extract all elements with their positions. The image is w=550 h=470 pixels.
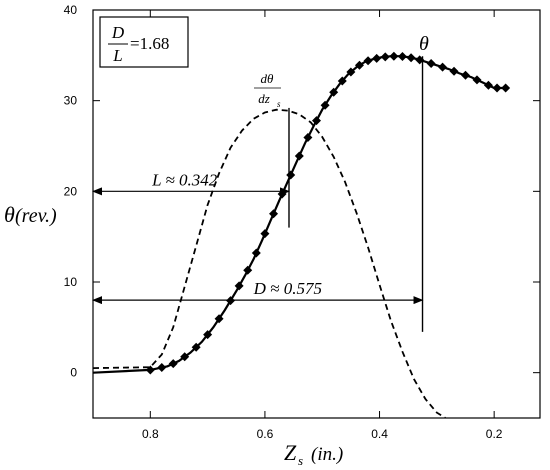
theta-marker — [329, 87, 339, 97]
theta-marker — [312, 116, 321, 126]
deriv-label-bottom: dz — [258, 91, 270, 106]
theta-marker — [157, 363, 167, 373]
plot-frame — [92, 9, 541, 419]
y-axis-symbol: θ — [4, 202, 15, 227]
theta-marker — [492, 83, 502, 93]
theta-marker — [501, 83, 511, 93]
ratio-value: =1.68 — [130, 34, 169, 53]
y-tick-label: 40 — [64, 3, 78, 17]
theta-marker — [337, 76, 347, 86]
ratio-box: D L =1.68 — [99, 16, 189, 68]
y-tick-label: 30 — [64, 94, 78, 108]
theta-marker — [372, 53, 382, 63]
theta-marker — [438, 62, 448, 72]
ratio-numerator: D — [111, 23, 125, 42]
theta-marker — [269, 209, 279, 219]
theta-marker — [145, 365, 155, 375]
theta-marker — [320, 100, 330, 110]
theta-marker — [380, 52, 390, 62]
x-axis-subscript: s — [298, 453, 303, 468]
y-axis-label: θ (rev.) — [4, 202, 57, 227]
series-line-derivative — [93, 108, 446, 418]
theta-marker — [346, 67, 356, 77]
x-tick-label: 0.4 — [371, 427, 388, 441]
plot-area: 0.8 0.6 0.4 0.2 0 10 20 30 40 L ≈ 0.342 D ≈ 0.57… — [64, 3, 541, 441]
theta-marker — [389, 51, 399, 61]
theta-marker — [472, 75, 482, 85]
series-layer — [92, 51, 511, 418]
ratio-denominator: L — [112, 46, 122, 65]
series-line-theta — [92, 55, 506, 374]
x-tick-label: 0.6 — [257, 427, 274, 441]
deriv-label-subscript: s — [277, 99, 281, 109]
theta-marker — [406, 53, 416, 63]
theta-marker — [294, 151, 304, 161]
theta-marker — [426, 58, 436, 68]
deriv-label: dθ dz s — [254, 71, 281, 109]
theta-marker — [260, 229, 270, 239]
theta-marker — [168, 359, 178, 369]
theta-marker — [483, 80, 493, 90]
theta-marker — [363, 56, 373, 66]
deriv-label-top: dθ — [261, 71, 275, 86]
theta-marker — [243, 265, 253, 275]
x-axis-label: Z s (in.) — [284, 440, 343, 468]
annotation-layer: L ≈ 0.342 D ≈ 0.575 — [92, 56, 424, 332]
x-axis-symbol: Z — [284, 440, 297, 465]
y-axis-ticks: 0 10 20 30 40 — [64, 3, 540, 380]
x-axis-unit: (in.) — [311, 444, 343, 465]
L-dimension-label: L ≈ 0.342 — [151, 170, 218, 189]
y-tick-label: 0 — [70, 366, 77, 380]
theta-marker — [303, 133, 313, 143]
D-dimension-label: D ≈ 0.575 — [253, 279, 322, 298]
theta-marker — [461, 70, 470, 80]
y-tick-label: 20 — [64, 184, 78, 198]
theta-marker — [191, 342, 201, 352]
theta-marker — [234, 281, 244, 291]
theta-marker — [203, 330, 213, 340]
theta-marker — [449, 66, 459, 76]
y-tick-label: 10 — [64, 275, 78, 289]
x-axis-ticks: 0.8 0.6 0.4 0.2 — [142, 10, 503, 441]
ratio-box-frame — [99, 16, 189, 68]
theta-marker — [251, 248, 261, 258]
theta-curve-label: θ — [419, 33, 429, 55]
theta-marker — [214, 314, 224, 324]
x-tick-label: 0.2 — [486, 427, 503, 441]
y-axis-unit: (rev.) — [15, 205, 57, 227]
theta-marker — [286, 170, 296, 180]
theta-marker — [354, 60, 364, 70]
theta-marker — [397, 52, 407, 62]
theta-marker — [180, 352, 190, 362]
x-tick-label: 0.8 — [142, 427, 159, 441]
